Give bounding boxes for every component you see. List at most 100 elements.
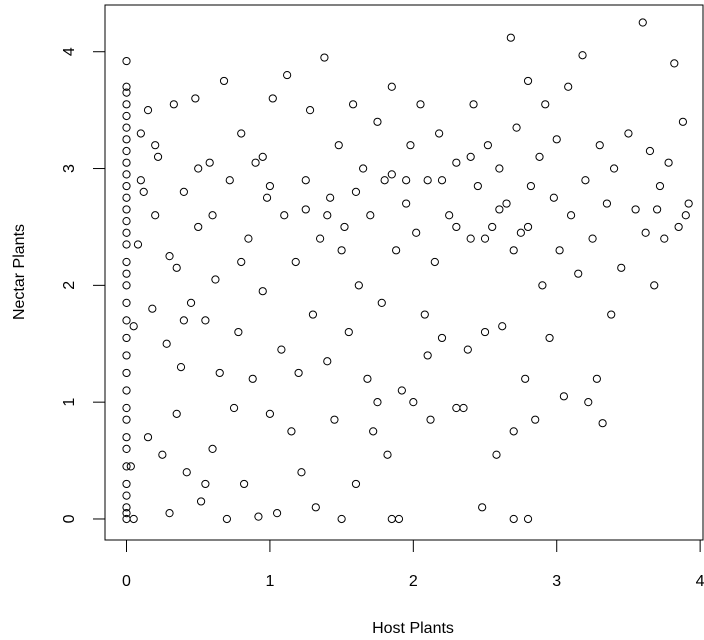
point (473, 181, 482, 191)
point (478, 503, 487, 512)
point (535, 152, 544, 161)
point (143, 106, 153, 115)
point (172, 409, 181, 418)
point (409, 398, 418, 407)
point (566, 211, 576, 220)
point (383, 450, 392, 459)
point (631, 205, 640, 214)
point (240, 479, 249, 489)
point (297, 468, 306, 477)
point (538, 281, 547, 290)
point (122, 509, 131, 518)
point (526, 181, 536, 191)
point (406, 141, 415, 150)
point (201, 316, 210, 325)
point (609, 164, 619, 173)
point (122, 193, 131, 202)
y-tick-label: 2 (61, 281, 78, 290)
point (153, 152, 163, 161)
point (488, 222, 497, 232)
point (516, 228, 525, 237)
point (323, 357, 332, 366)
point (268, 94, 277, 103)
point (244, 234, 253, 243)
point (584, 398, 593, 407)
point (564, 82, 573, 91)
point (420, 310, 429, 319)
point (377, 298, 386, 307)
point (581, 176, 590, 185)
point (136, 176, 145, 185)
point (416, 100, 425, 109)
point (340, 222, 349, 232)
point (466, 234, 475, 243)
point (176, 363, 186, 372)
point (305, 106, 315, 115)
point (397, 386, 406, 395)
point (334, 141, 343, 150)
point (219, 76, 229, 86)
point (122, 462, 131, 471)
point (607, 310, 616, 319)
point (265, 409, 275, 418)
point (351, 479, 361, 489)
point (523, 76, 533, 86)
point (291, 257, 300, 267)
point (337, 514, 346, 524)
point (509, 427, 518, 436)
point (122, 386, 131, 395)
point (681, 211, 690, 220)
point (684, 199, 693, 208)
point (506, 33, 515, 42)
point (595, 141, 604, 150)
point (344, 327, 353, 337)
point (509, 514, 518, 524)
point (463, 345, 472, 354)
point (678, 117, 688, 126)
point (194, 222, 203, 232)
point (229, 403, 239, 413)
point (151, 141, 160, 150)
point (523, 514, 533, 524)
point (208, 211, 217, 220)
point (664, 158, 673, 167)
y-tick-label: 4 (61, 47, 78, 56)
point (641, 228, 650, 237)
point (435, 129, 444, 138)
point (308, 310, 318, 319)
point (354, 281, 363, 290)
point (143, 433, 153, 442)
point (320, 53, 329, 62)
point (122, 281, 131, 290)
point (480, 234, 490, 243)
point (122, 135, 131, 144)
point (179, 316, 188, 325)
point (351, 187, 361, 196)
point (498, 322, 507, 331)
point (234, 327, 243, 337)
x-tick-label: 2 (409, 573, 418, 590)
point (162, 339, 171, 348)
point (122, 82, 131, 91)
point (122, 170, 131, 179)
point (670, 59, 679, 68)
point (165, 252, 174, 261)
point (459, 403, 468, 413)
point (624, 129, 633, 138)
point (201, 479, 210, 489)
point (495, 205, 504, 214)
point (196, 497, 206, 506)
point (122, 240, 131, 249)
point (122, 205, 131, 214)
point (122, 269, 131, 278)
point (179, 187, 188, 196)
point (578, 51, 587, 60)
point (194, 164, 203, 173)
x-tick-label: 0 (122, 573, 131, 590)
point (430, 257, 439, 267)
point (509, 246, 518, 255)
point (373, 117, 382, 126)
point (205, 158, 214, 167)
point (139, 187, 148, 196)
